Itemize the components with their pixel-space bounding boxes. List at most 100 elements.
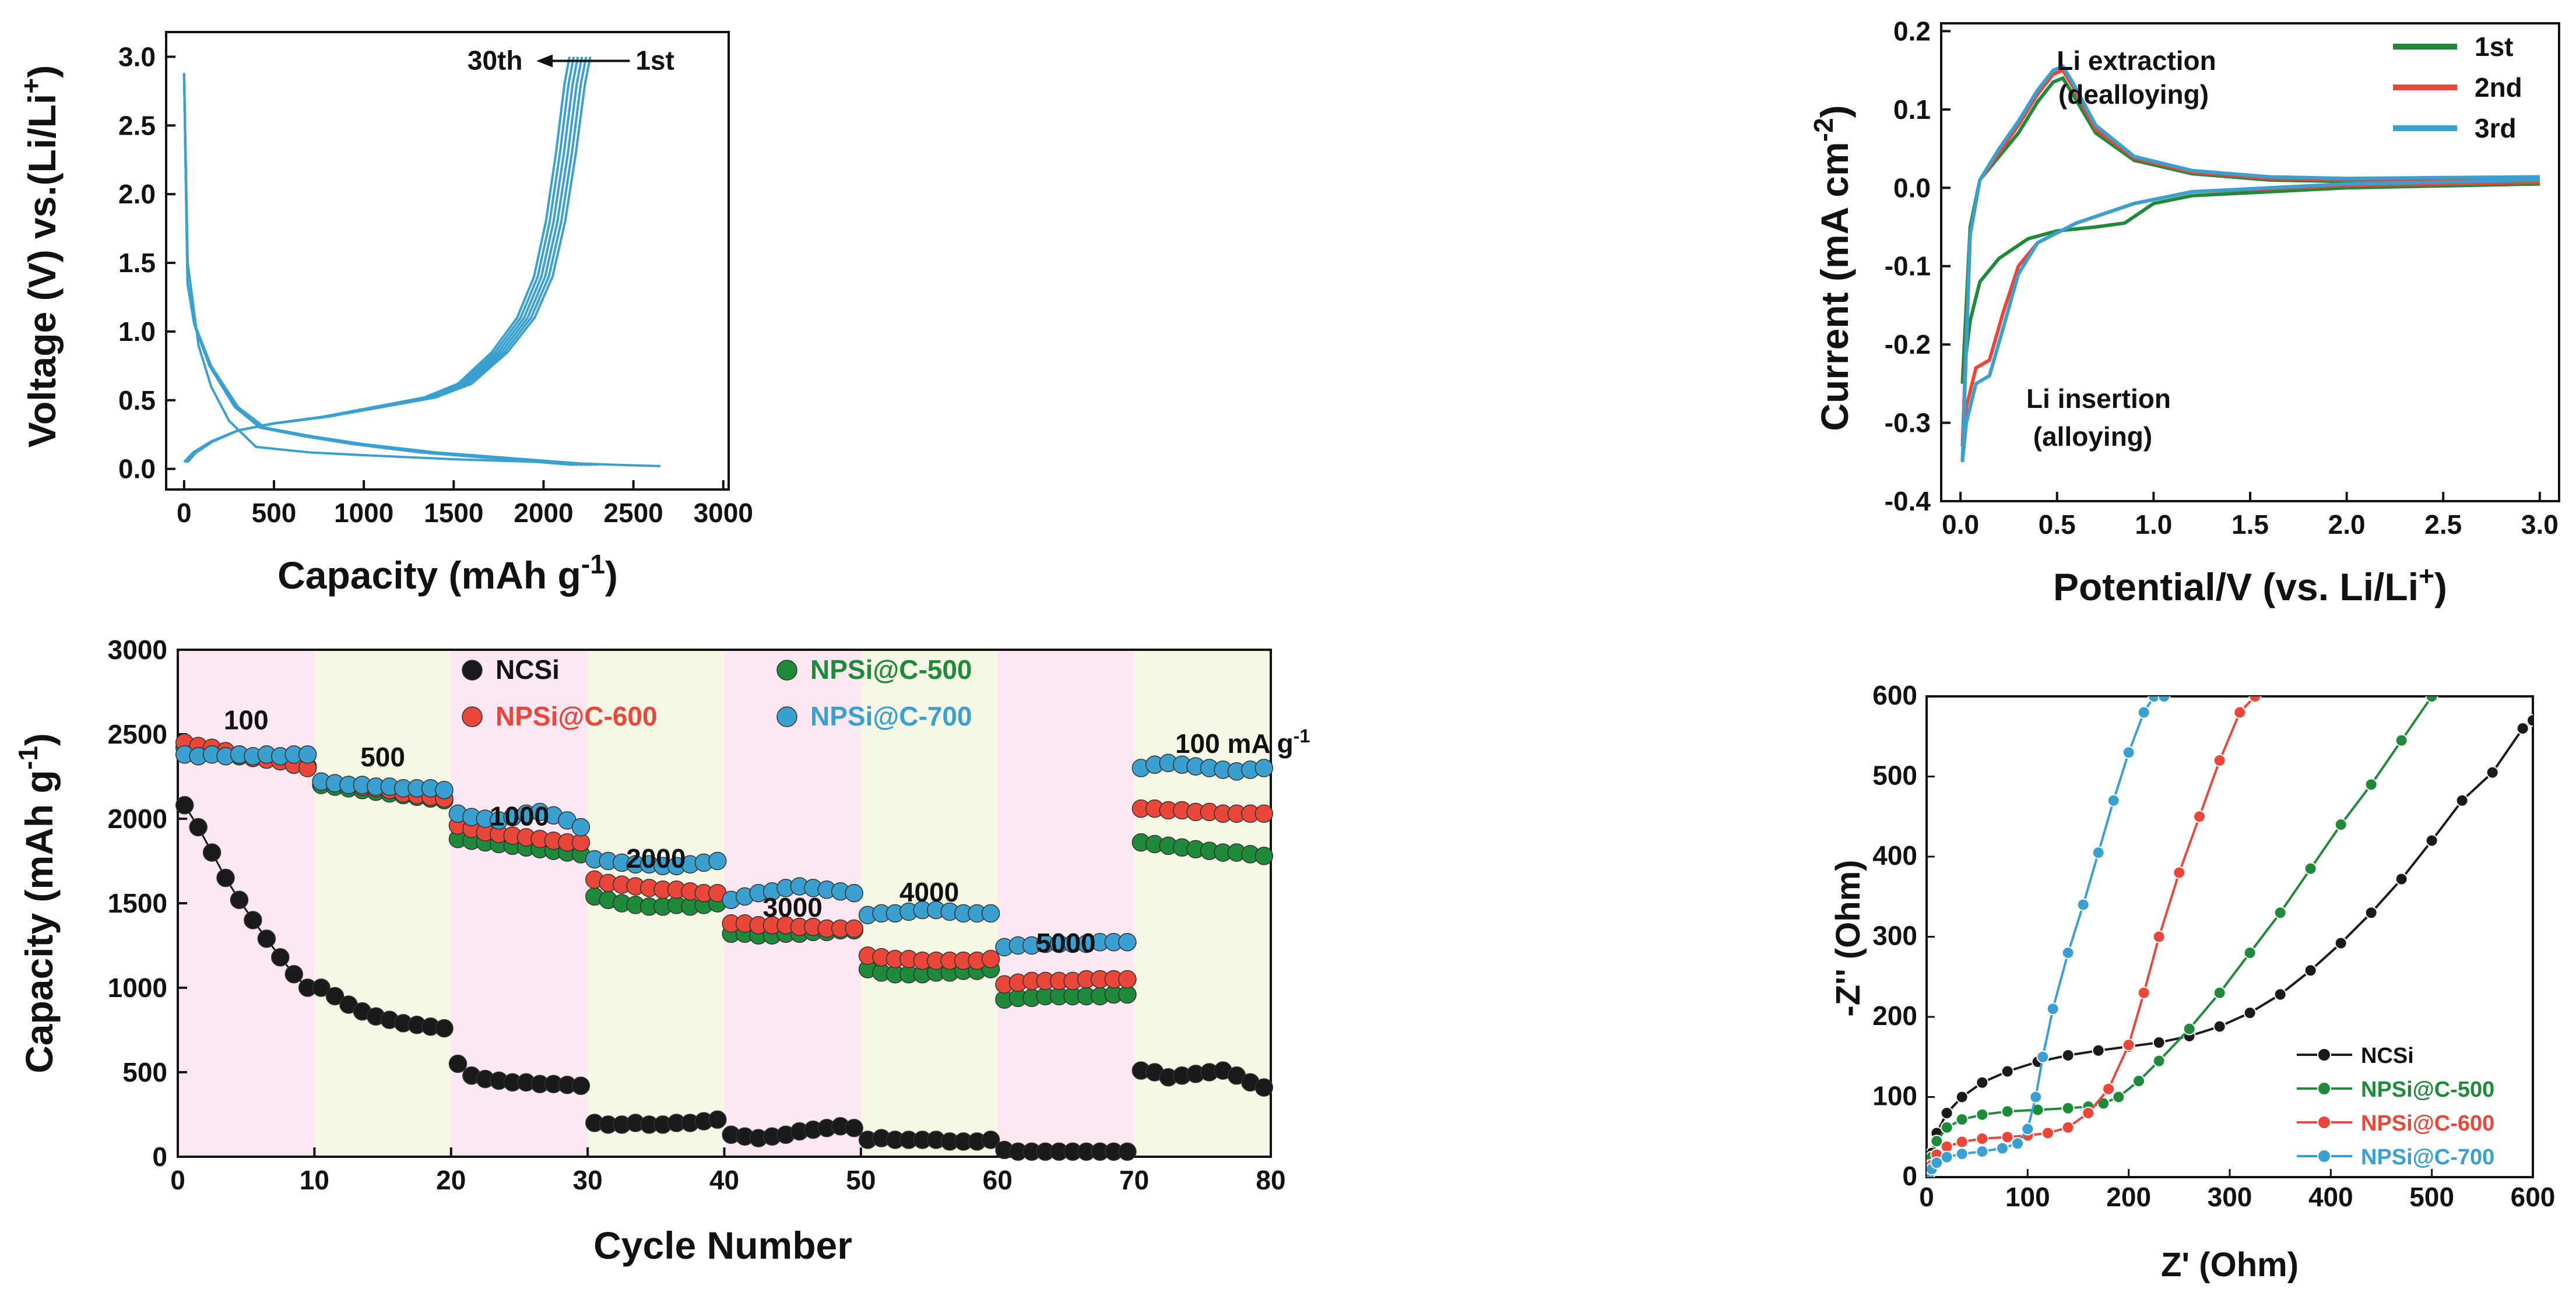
panel-c-point-NCSi bbox=[244, 911, 262, 929]
panel-d-ytick-label: 100 bbox=[1872, 1081, 1917, 1111]
panel-a-series-charge bbox=[187, 57, 571, 463]
panel-b-series-1st-anodic bbox=[1960, 76, 2540, 384]
panel-d-xtick-label: 200 bbox=[2106, 1182, 2151, 1212]
panel-d-point-NPSi@C-700 bbox=[2092, 846, 2105, 860]
panel-c-xtick-label: 80 bbox=[1256, 1165, 1285, 1195]
panel-d-legend-label: NPSi@C-500 bbox=[2361, 1077, 2494, 1102]
panel-d-point-NPSi@C-600 bbox=[2152, 930, 2166, 943]
panel-c-point-NPSi@C-700 bbox=[435, 780, 454, 800]
panel-b-cyclic-voltammetry: 0.0 0.5 1.0 1.5 2.0 2.5 3.0 -0.4 -0.3 -0.2 -0.1 0.0… bbox=[1808, 16, 2560, 608]
panel-d-point-NCSi bbox=[2001, 1065, 2014, 1078]
panel-d-point-NPSi@C-600 bbox=[2213, 754, 2226, 767]
panel-b-legend-label: 1st bbox=[2475, 31, 2513, 62]
panel-c-rate-label: 4000 bbox=[899, 877, 959, 907]
panel-c-point-NPSi@C-600 bbox=[1118, 970, 1137, 989]
panel-d-point-NCSi bbox=[2273, 988, 2287, 1001]
panel-d-point-NPSi@C-700 bbox=[1930, 1156, 1944, 1170]
panel-c-ylabel: Capacity (mAh g-1) bbox=[13, 733, 61, 1073]
panel-c-rate-label: 2000 bbox=[626, 843, 686, 874]
panel-b-legend-label: 2nd bbox=[2475, 72, 2522, 103]
panel-d-line-NPSi@C-500 bbox=[1927, 696, 2433, 1174]
panel-d-ytick-label: 0 bbox=[1902, 1161, 1917, 1191]
panel-c-ytick-label: 2500 bbox=[108, 719, 167, 749]
panel-d-point-NPSi@C-500 bbox=[2152, 1054, 2166, 1068]
panel-b-ytick-label: 0.2 bbox=[1893, 16, 1931, 46]
panel-d-ytick-label: 300 bbox=[1872, 921, 1917, 951]
panel-d-frame bbox=[1925, 695, 2534, 1178]
panel-d-point-NPSi@C-500 bbox=[2132, 1075, 2145, 1087]
panel-b-annot-dealloying: (dealloying) bbox=[2058, 79, 2209, 110]
panel-d-point-NPSi@C-500 bbox=[1930, 1135, 1944, 1148]
panel-b-series-3rd-cathodic bbox=[1960, 178, 2540, 463]
panel-c-rate-label: 500 bbox=[360, 742, 405, 772]
panel-b-annot-extraction: Li extraction bbox=[2057, 45, 2216, 76]
panel-c-ytick-label: 0 bbox=[152, 1142, 167, 1172]
panel-d-point-NCSi bbox=[2061, 1049, 2075, 1062]
panel-d-ytick-label: 500 bbox=[1872, 760, 1917, 791]
panel-c-rate-label: 5000 bbox=[1036, 928, 1095, 958]
panel-c-point-NPSi@C-600 bbox=[845, 919, 863, 938]
panel-d-point-NPSi@C-700 bbox=[2137, 706, 2150, 719]
panel-c-rate-band bbox=[314, 650, 451, 1157]
panel-d-point-NPSi@C-500 bbox=[2112, 1090, 2125, 1104]
panel-c-point-NCSi bbox=[1254, 1078, 1274, 1097]
panel-c-rate-label: 1000 bbox=[490, 801, 549, 832]
panel-a-series-charge bbox=[186, 57, 575, 463]
panel-b-legend-label: 3rd bbox=[2475, 113, 2517, 143]
panel-c-ytick-label: 2000 bbox=[108, 804, 167, 834]
panel-d-point-NPSi@C-600 bbox=[2001, 1131, 2014, 1144]
panel-d-point-NCSi bbox=[2092, 1044, 2105, 1057]
panel-d-point-NPSi@C-700 bbox=[2029, 1090, 2043, 1104]
panel-d-point-NPSi@C-700 bbox=[2076, 898, 2090, 911]
panel-b-xlabel: Potential/V (vs. Li/Li+) bbox=[2053, 561, 2447, 608]
panel-c-point-NPSi@C-700 bbox=[1118, 932, 1137, 952]
panel-c-point-NCSi bbox=[845, 1118, 863, 1138]
panel-c-point-NCSi bbox=[708, 1110, 727, 1129]
panel-d-xtick-label: 300 bbox=[2208, 1182, 2252, 1212]
panel-d-point-NCSi bbox=[2516, 722, 2529, 735]
panel-a-ytick-label: 1.0 bbox=[118, 316, 156, 347]
panel-c-ytick-label: 1500 bbox=[108, 888, 167, 918]
panel-d-ylabel: -Z'' (Ohm) bbox=[1829, 860, 1867, 1016]
panel-d-ytick-label: 400 bbox=[1872, 840, 1917, 871]
panel-a-ytick-label: 3.0 bbox=[118, 41, 156, 72]
panel-d-point-NPSi@C-700 bbox=[2011, 1137, 2024, 1150]
panel-a-ytick-label: 0.5 bbox=[118, 385, 156, 415]
panel-c-line-NCSi bbox=[184, 805, 308, 989]
panel-b-series-1st-cathodic bbox=[1960, 182, 2540, 384]
panel-b-xtick-label: 1.0 bbox=[2135, 509, 2172, 540]
panel-a-xtick-label: 2000 bbox=[514, 498, 573, 528]
panel-d-legend-marker bbox=[2317, 1115, 2331, 1129]
panel-d-point-NCSi bbox=[2152, 1036, 2166, 1049]
panel-c-point-NCSi bbox=[202, 843, 222, 862]
panel-d-ytick-label: 200 bbox=[1872, 1001, 1917, 1031]
panel-b-xtick-label: 2.5 bbox=[2424, 509, 2462, 540]
panel-a-ytick-label: 0.0 bbox=[118, 454, 156, 484]
panel-d-point-NCSi bbox=[2364, 906, 2378, 920]
panel-c-legend-label: NCSi bbox=[495, 654, 560, 685]
panel-a-ytick-label: 2.0 bbox=[118, 179, 156, 209]
panel-a-frame bbox=[165, 31, 730, 491]
panel-b-xtick-label: 2.0 bbox=[2328, 509, 2366, 540]
panel-d-point-NCSi bbox=[2526, 714, 2533, 727]
panel-c-rate-label: 3000 bbox=[763, 892, 823, 922]
panel-d-point-NPSi@C-700 bbox=[2157, 696, 2171, 703]
panel-d-point-NCSi bbox=[2425, 834, 2438, 847]
panel-a-xtick-label: 2500 bbox=[603, 498, 663, 528]
panel-d-point-NPSi@C-600 bbox=[1955, 1135, 1969, 1149]
panel-c-point-NPSi@C-700 bbox=[1254, 759, 1274, 777]
panel-c-point-NPSi@C-700 bbox=[571, 818, 591, 837]
panel-d-point-NPSi@C-600 bbox=[2041, 1126, 2054, 1140]
panel-d-nyquist-plot: 00 100 100 200 200 300 300 400 400 500 500 600 600 NC… bbox=[1829, 680, 2555, 1284]
panel-c-point-NCSi bbox=[189, 818, 208, 837]
panel-c-legend-marker bbox=[776, 660, 797, 681]
panel-c-rate-band bbox=[997, 650, 1134, 1157]
panel-d-point-NPSi@C-500 bbox=[2395, 734, 2408, 747]
panel-c-legend-marker bbox=[462, 706, 483, 727]
panel-b-ytick-label: -0.3 bbox=[1885, 408, 1931, 438]
panel-c-xtick-label: 20 bbox=[436, 1165, 466, 1195]
panel-c-legend-marker bbox=[776, 706, 797, 727]
panel-c-point-NCSi bbox=[571, 1076, 591, 1095]
panel-d-xtick-label: 600 bbox=[2511, 1182, 2556, 1212]
panel-d-point-NPSi@C-500 bbox=[1976, 1108, 1989, 1121]
